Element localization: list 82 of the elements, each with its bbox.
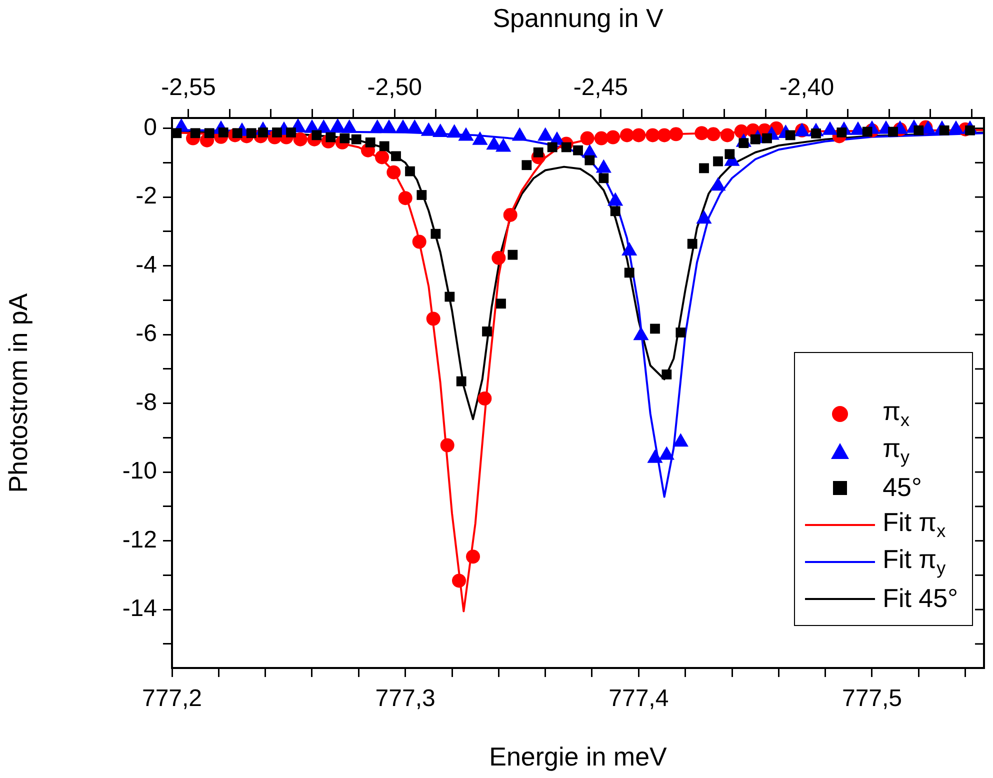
x-tick-label: 777,3 [375,685,436,712]
point [888,126,898,137]
point [785,130,796,140]
x-tick-label: 777,2 [142,685,202,712]
y-tick-label: 0 [144,114,157,141]
point [492,250,506,265]
x2-tick-label: -2,50 [367,74,422,102]
x-tick-label: 777,4 [608,685,669,712]
y-tick-label: -4 [136,251,157,278]
point [533,147,544,158]
legend-label: Fit π$_{y}$ [882,544,946,580]
point [456,376,466,386]
point [398,191,412,206]
point [503,208,518,222]
point [204,128,214,138]
point [412,234,426,249]
point [594,131,608,146]
point [650,324,660,334]
point [694,126,709,140]
point [580,131,594,146]
point [286,127,296,138]
y-axis-title: Photostrom in pA [2,292,33,493]
point [573,145,583,156]
point [646,128,660,142]
point [351,134,362,144]
x2-axis-title: Spannung in V [492,2,664,33]
point [598,173,609,184]
point [632,128,646,142]
point [452,574,466,588]
y-tick-label: -2 [136,182,157,210]
point [386,165,401,180]
point [624,268,634,278]
point [762,133,772,144]
point [482,326,492,336]
point [606,130,620,144]
point [379,141,390,152]
point [669,127,683,142]
point [610,206,620,216]
point [430,228,441,239]
x2-tick-label: -2,45 [573,74,628,102]
y-tick-label: -6 [136,320,157,348]
y-tick-label: -14 [122,595,157,622]
y-tick-label: -12 [122,526,157,554]
point [375,150,389,164]
y-tick-label: -10 [122,458,157,485]
legend-label: 45° [882,472,922,503]
point [657,128,672,142]
x-tick-label: 777,5 [842,685,902,712]
point [496,298,506,309]
point [687,238,698,249]
point [914,125,924,136]
legend-label: Fit 45° [882,583,958,614]
point [293,132,308,146]
point [706,127,720,142]
x-axis-title: Energie in meV [489,742,668,772]
legend-label: Fit π$_{x}$ [882,506,946,542]
point [584,155,595,166]
point [416,190,427,200]
point [939,125,950,136]
point [720,128,734,142]
point [676,328,686,338]
point [713,156,723,166]
point [391,151,401,162]
point [365,137,376,148]
point [699,163,709,174]
point [444,292,455,302]
point [426,312,440,326]
point [620,128,634,142]
point [440,438,454,452]
point [466,550,480,564]
point [508,250,518,260]
point [662,369,672,380]
point [522,160,532,170]
point [547,142,558,152]
point [405,166,415,176]
point [724,149,735,160]
x2-tick-label: -2,40 [779,74,834,102]
legend-label: π$_{y}$ [882,432,910,468]
y-tick-label: -8 [136,388,157,416]
x2-tick-label: -2,55 [161,74,216,102]
point [478,392,492,406]
legend-label: π$_{x}$ [882,396,910,432]
